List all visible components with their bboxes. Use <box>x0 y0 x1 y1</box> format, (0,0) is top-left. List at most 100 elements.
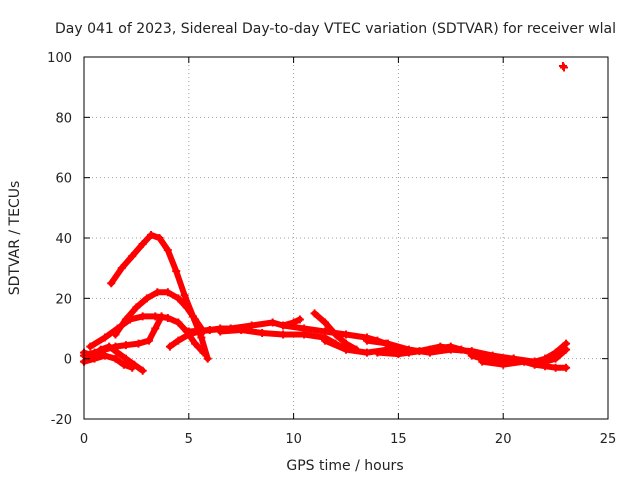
data-point-arc-13 <box>362 336 371 345</box>
data-point-arc-08 <box>184 327 193 336</box>
data-point-arc-14 <box>394 350 403 359</box>
data-point-arc-12 <box>362 348 371 357</box>
data-point-arc-01 <box>197 333 206 342</box>
data-point-arc-03 <box>126 315 135 324</box>
data-point-arc-02 <box>132 303 141 312</box>
y-tick-label: 0 <box>64 353 72 368</box>
data-point-arc-09 <box>216 327 225 336</box>
data-point-arc-03 <box>86 342 95 351</box>
data-point-arc-01 <box>203 354 212 363</box>
y-tick-label: 60 <box>55 172 72 187</box>
y-tick-label: 80 <box>55 111 72 126</box>
series-arc-17 <box>531 340 570 365</box>
data-point-arc-06 <box>119 360 128 369</box>
data-point-arc-06 <box>100 351 109 360</box>
data-point-arc-15 <box>467 351 476 360</box>
series-arc-02 <box>112 289 207 338</box>
x-tick-label: 15 <box>390 432 407 447</box>
data-point-arc-12 <box>321 336 330 345</box>
data-point-arc-10 <box>321 327 330 336</box>
data-point-arc-07 <box>174 336 183 345</box>
data-point-arc-06 <box>90 354 99 363</box>
data-point-arc-02 <box>142 294 151 303</box>
data-point-arc-11 <box>331 330 340 339</box>
data-point-arc-01 <box>180 291 189 300</box>
data-point-arc-02 <box>182 303 191 312</box>
data-point-arc-08 <box>268 318 277 327</box>
data-point-arc-01 <box>107 279 116 288</box>
data-point-arc-04 <box>134 339 143 348</box>
data-point-outlier <box>559 63 568 72</box>
data-point-arc-16 <box>478 357 487 366</box>
data-point-arc-02 <box>163 288 172 297</box>
data-point-arc-05 <box>105 342 114 351</box>
data-point-arc-16 <box>520 357 529 366</box>
data-point-arc-08 <box>205 326 214 335</box>
data-point-arc-01 <box>117 264 126 273</box>
data-point-arc-10 <box>342 330 350 339</box>
data-point-arc-16 <box>551 363 560 372</box>
data-point-arc-04 <box>157 312 166 321</box>
data-point-arc-10 <box>300 324 309 333</box>
x-tick-label: 5 <box>185 432 193 447</box>
data-point-arc-03 <box>191 339 200 348</box>
data-point-arc-04 <box>121 341 130 350</box>
data-point-arc-05 <box>121 354 130 363</box>
y-tick-label: -20 <box>51 413 72 428</box>
data-point-arc-16 <box>541 362 550 371</box>
data-point-arc-13 <box>383 339 392 348</box>
y-tick-label: 20 <box>55 292 72 307</box>
data-point-arc-05 <box>138 366 147 375</box>
data-point-arc-11 <box>310 309 319 318</box>
data-point-arc-11 <box>321 318 330 327</box>
data-point-arc-02 <box>153 288 162 297</box>
data-point-arc-14 <box>373 348 382 357</box>
data-point-arc-14 <box>436 342 445 351</box>
data-point-arc-08 <box>295 315 304 324</box>
data-point-arc-04 <box>151 324 160 333</box>
data-point-outlier <box>558 62 567 71</box>
data-point-arc-09 <box>279 330 288 339</box>
data-point-arc-01 <box>155 234 164 242</box>
data-point-arc-01 <box>172 267 181 276</box>
y-tick-label: 40 <box>55 232 72 247</box>
data-point-arc-07 <box>165 342 174 351</box>
data-point-arc-03 <box>163 313 172 322</box>
data-point-arc-01 <box>163 246 172 255</box>
data-point-arc-02 <box>191 315 200 324</box>
data-point-arc-01 <box>147 230 156 239</box>
data-point-arc-09 <box>258 329 267 338</box>
chart-title: Day 041 of 2023, Sidereal Day-to-day VTE… <box>55 21 616 37</box>
data-point-arc-16 <box>499 360 508 369</box>
data-point-arc-05 <box>96 345 105 354</box>
data-point-arc-02 <box>174 294 183 303</box>
data-point-arc-01 <box>128 252 137 261</box>
data-point-arc-14 <box>457 345 466 354</box>
series-layer <box>80 62 571 375</box>
data-point-arc-03 <box>138 312 147 321</box>
data-point-arc-01 <box>138 240 147 249</box>
data-point-arc-16 <box>562 363 571 372</box>
data-point-arc-03 <box>199 348 208 357</box>
data-point-arc-03 <box>174 318 183 327</box>
data-point-arc-06 <box>128 363 137 372</box>
data-point-arc-17 <box>541 354 550 363</box>
data-point-arc-04 <box>144 336 153 345</box>
data-point-arc-06 <box>111 354 120 363</box>
data-point-arc-05 <box>113 348 122 357</box>
x-tick-label: 0 <box>80 432 88 447</box>
data-point-arc-17 <box>551 348 560 357</box>
data-point-arc-03 <box>100 333 109 342</box>
y-tick-label: 100 <box>47 51 72 66</box>
x-tick-label: 10 <box>285 432 302 447</box>
data-point-arc-10 <box>279 321 288 330</box>
data-point-arc-08 <box>247 321 256 330</box>
data-point-arc-17 <box>562 339 571 348</box>
data-point-arc-17 <box>530 357 539 366</box>
data-point-arc-09 <box>237 326 246 335</box>
data-point-arc-12 <box>342 345 350 354</box>
data-point-arc-03 <box>113 324 122 333</box>
x-tick-label: 20 <box>495 432 512 447</box>
ticks: 0 5 10 15 20 25 -20 0 20 40 60 80 100 <box>47 51 616 447</box>
